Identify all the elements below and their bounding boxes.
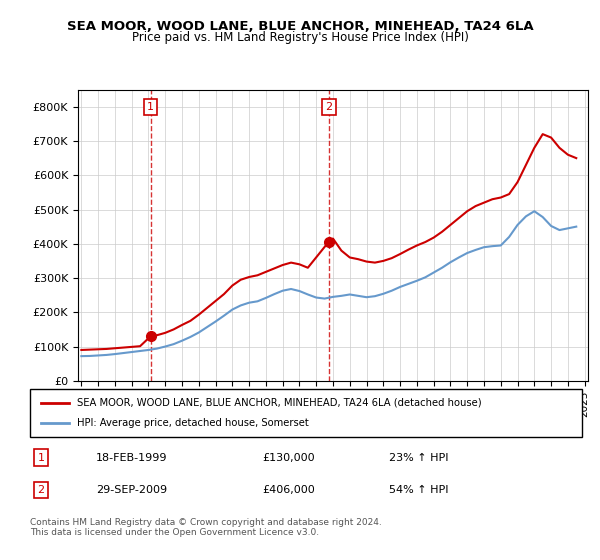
Text: 18-FEB-1999: 18-FEB-1999	[96, 453, 168, 463]
Text: £130,000: £130,000	[262, 453, 314, 463]
Text: HPI: Average price, detached house, Somerset: HPI: Average price, detached house, Some…	[77, 418, 308, 428]
Text: 23% ↑ HPI: 23% ↑ HPI	[389, 453, 448, 463]
Text: 1: 1	[147, 102, 154, 112]
Text: 54% ↑ HPI: 54% ↑ HPI	[389, 485, 448, 495]
Text: 2: 2	[37, 485, 44, 495]
Text: Contains HM Land Registry data © Crown copyright and database right 2024.
This d: Contains HM Land Registry data © Crown c…	[30, 518, 382, 538]
FancyBboxPatch shape	[30, 389, 582, 437]
Text: £406,000: £406,000	[262, 485, 314, 495]
Text: SEA MOOR, WOOD LANE, BLUE ANCHOR, MINEHEAD, TA24 6LA: SEA MOOR, WOOD LANE, BLUE ANCHOR, MINEHE…	[67, 20, 533, 32]
Text: 29-SEP-2009: 29-SEP-2009	[96, 485, 167, 495]
Text: SEA MOOR, WOOD LANE, BLUE ANCHOR, MINEHEAD, TA24 6LA (detached house): SEA MOOR, WOOD LANE, BLUE ANCHOR, MINEHE…	[77, 398, 482, 408]
Text: 1: 1	[38, 453, 44, 463]
Text: 2: 2	[325, 102, 332, 112]
Text: Price paid vs. HM Land Registry's House Price Index (HPI): Price paid vs. HM Land Registry's House …	[131, 31, 469, 44]
